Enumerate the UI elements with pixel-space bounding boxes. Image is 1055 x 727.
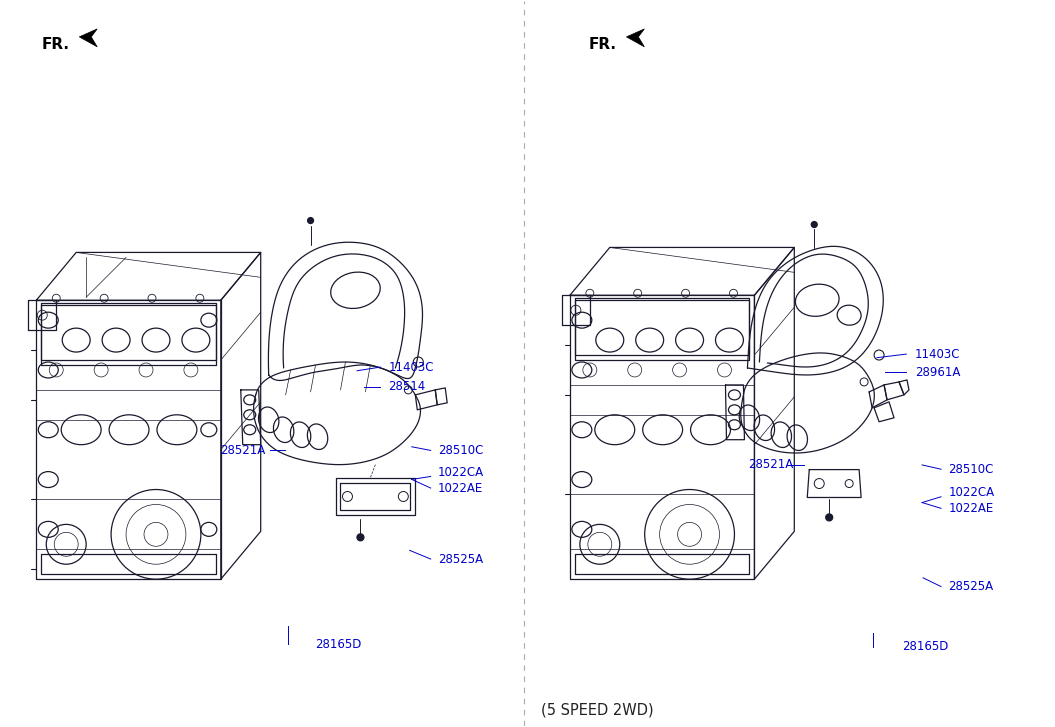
Text: 28525A: 28525A [948, 580, 994, 593]
Text: FR.: FR. [589, 37, 616, 52]
Text: 28510C: 28510C [948, 463, 994, 475]
Circle shape [357, 534, 364, 541]
Text: 11403C: 11403C [915, 348, 960, 361]
Text: 11403C: 11403C [388, 361, 434, 374]
Polygon shape [627, 29, 645, 47]
Text: 28525A: 28525A [438, 553, 483, 566]
Polygon shape [79, 29, 97, 47]
Circle shape [826, 514, 832, 521]
Text: 28521A: 28521A [220, 444, 266, 457]
Text: 28165D: 28165D [315, 638, 361, 651]
Text: 1022AE: 1022AE [438, 481, 483, 494]
Text: (5 SPEED 2WD): (5 SPEED 2WD) [541, 702, 654, 718]
Text: 1022CA: 1022CA [438, 465, 484, 478]
Circle shape [811, 222, 818, 228]
Circle shape [308, 217, 313, 223]
Text: FR.: FR. [41, 37, 70, 52]
Text: 28510C: 28510C [438, 444, 483, 457]
Text: 28521A: 28521A [748, 459, 793, 471]
Text: 1022AE: 1022AE [948, 502, 994, 515]
Text: 28961A: 28961A [915, 366, 960, 379]
Text: 28165D: 28165D [902, 640, 948, 653]
Text: 28514: 28514 [388, 380, 426, 393]
Text: 1022CA: 1022CA [948, 486, 995, 499]
